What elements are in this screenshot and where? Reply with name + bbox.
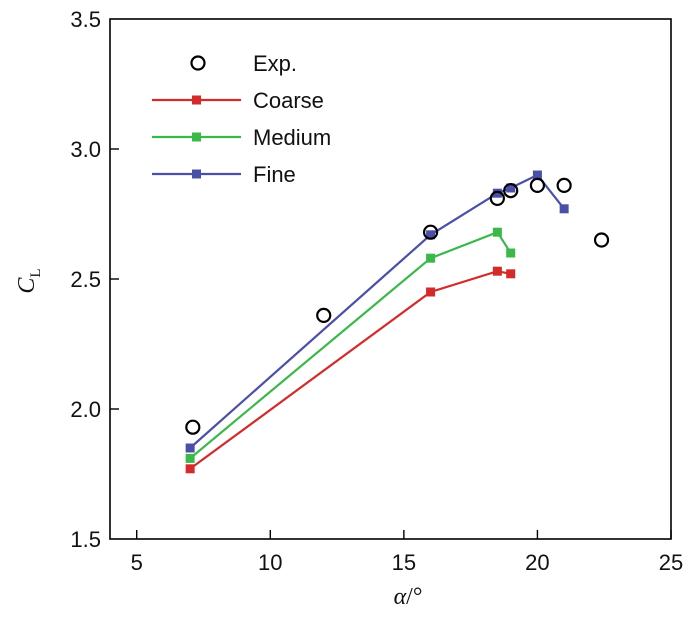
data-point [559,204,569,214]
legend-swatch-marker [192,95,201,105]
legend-label: Medium [253,125,331,150]
y-axis-symbol: C [14,277,40,294]
series-line [189,230,512,460]
data-point [426,253,436,263]
y-tick-label: 2.5 [70,267,101,292]
data-point [506,248,516,258]
data-point [316,307,332,323]
y-axis-title: CL [14,268,44,293]
data-point [185,419,201,435]
x-tick-label: 15 [392,550,416,575]
x-axis-unit: /° [406,584,422,610]
axis-ticks [110,148,672,539]
data-point [506,183,516,193]
series-line [189,173,565,449]
data-point [503,183,519,199]
data-point [185,443,195,453]
x-axis-title: α/° [394,584,423,610]
data-point [492,266,502,276]
series-fine [185,170,569,453]
y-axis-subscript: L [28,268,44,277]
y-tick-label: 3.0 [70,137,101,162]
x-tick-label: 10 [258,550,282,575]
data-point [492,188,502,198]
legend-item: Medium [152,125,331,150]
y-tick-labels: 1.5 2.0 2.5 3.0 3.5 [70,7,101,552]
y-tick-label: 1.5 [70,527,101,552]
legend-label: Exp. [253,51,297,76]
data-point [489,190,505,206]
x-tick-label: 20 [525,550,549,575]
data-point [532,170,542,180]
legend-swatch-marker [190,55,206,71]
data-point [593,232,610,248]
x-tick-label: 25 [659,550,683,575]
data-point [422,224,439,240]
legend-label: Fine [253,162,296,187]
legend-item: Fine [152,162,296,187]
legend-item: Coarse [152,88,324,113]
y-tick-label: 3.5 [70,7,101,32]
data-point [185,464,195,474]
data-point [426,230,436,240]
x-tick-label: 5 [131,550,143,575]
series-coarse [185,266,516,474]
series-layer [185,170,610,474]
legend-item: Exp. [190,51,297,76]
data-point [185,453,195,463]
data-point [556,177,572,193]
series-medium [185,227,516,463]
y-tick-label: 2.0 [70,397,101,422]
series-exp [185,177,610,435]
data-point [426,287,436,297]
legend-label: Coarse [253,88,324,113]
x-axis-symbol: α [394,584,407,610]
data-point [529,177,546,193]
legend: Exp. Coarse Medium Fine [152,51,331,187]
data-point [492,227,502,237]
series-line [189,270,511,470]
data-point [506,269,516,279]
legend-swatch-marker [192,169,201,179]
legend-swatch-marker [192,132,201,142]
x-tick-labels: 5 10 15 20 25 [131,550,684,575]
